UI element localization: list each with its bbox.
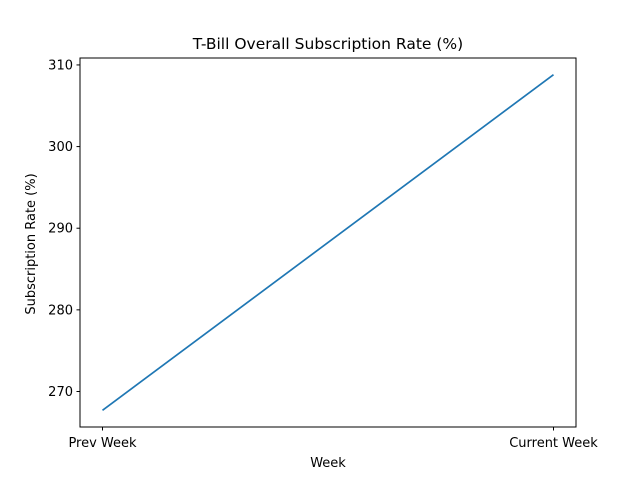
x-axis-label: Week: [310, 456, 346, 471]
chart-title: T-Bill Overall Subscription Rate (%): [192, 35, 463, 53]
plot-area: 270 280 290 300 310 Prev Week Current Week: [48, 57, 598, 451]
series-line: [101, 74, 555, 411]
x-tick-label: Current Week: [509, 436, 598, 451]
y-tick-label: 290: [48, 222, 73, 237]
axes-frame: [79, 57, 577, 428]
y-tick-label: 310: [48, 58, 73, 73]
y-tick-label: 270: [48, 385, 73, 400]
y-axis-label: Subscription Rate (%): [24, 173, 39, 314]
x-tick-label: Prev Week: [68, 436, 137, 451]
y-tick-label: 280: [48, 303, 73, 318]
y-tick-label: 300: [48, 140, 73, 155]
